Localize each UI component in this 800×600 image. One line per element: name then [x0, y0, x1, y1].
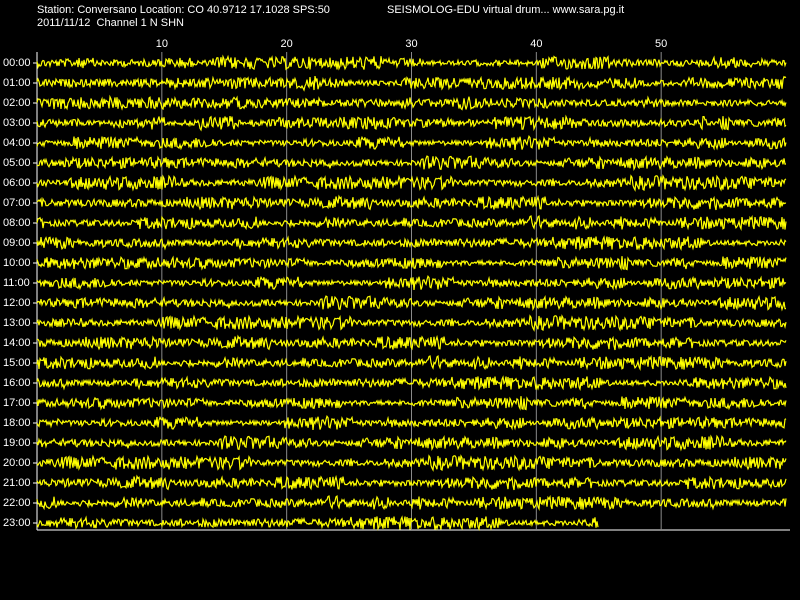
- trace: [36, 474, 787, 491]
- trace: [36, 155, 787, 172]
- row-label: 02:00: [3, 97, 31, 109]
- row-label: 00:00: [3, 57, 31, 69]
- row-label: 20:00: [3, 457, 31, 469]
- x-tick-label: 30: [405, 38, 417, 50]
- row-label: 12:00: [3, 297, 31, 309]
- row-label: 07:00: [3, 197, 31, 209]
- x-tick-label: 40: [530, 38, 542, 50]
- trace: [36, 334, 787, 351]
- row-label: 13:00: [3, 317, 31, 329]
- row-label: 04:00: [3, 137, 31, 149]
- row-label: 17:00: [3, 397, 31, 409]
- trace: [36, 434, 787, 452]
- station-info: Station: Conversano Location: CO 40.9712…: [37, 4, 330, 16]
- trace: [36, 494, 787, 512]
- trace: [36, 515, 599, 531]
- row-label: 06:00: [3, 177, 31, 189]
- row-label: 21:00: [3, 477, 31, 489]
- row-label: 08:00: [3, 217, 31, 229]
- row-label: 14:00: [3, 337, 31, 349]
- row-label: 22:00: [3, 497, 31, 509]
- trace: [36, 375, 787, 391]
- row-label: 23:00: [3, 517, 31, 529]
- trace: [36, 314, 787, 332]
- trace: [36, 415, 787, 431]
- row-label: 15:00: [3, 357, 31, 369]
- row-label: 03:00: [3, 117, 31, 129]
- source-info: SEISMOLOG-EDU virtual drum... www.sara.p…: [387, 4, 624, 16]
- x-tick-label: 20: [281, 38, 293, 50]
- trace: [36, 135, 787, 151]
- trace: [36, 354, 787, 372]
- trace: [36, 174, 787, 192]
- trace: [36, 194, 787, 211]
- trace: [36, 54, 787, 71]
- x-tick-label: 50: [655, 38, 667, 50]
- trace: [36, 275, 787, 291]
- trace: [36, 114, 787, 132]
- trace: [36, 295, 786, 312]
- trace: [36, 94, 787, 111]
- trace: [36, 235, 787, 251]
- trace: [36, 255, 787, 271]
- x-tick-label: 10: [156, 38, 168, 50]
- date-channel: 2011/11/12 Channel 1 N SHN: [37, 17, 184, 29]
- row-label: 01:00: [3, 77, 31, 89]
- trace: [36, 395, 787, 411]
- trace: [36, 454, 787, 472]
- row-label: 05:00: [3, 157, 31, 169]
- row-label: 11:00: [3, 277, 30, 289]
- row-label: 09:00: [3, 237, 31, 249]
- row-label: 19:00: [3, 437, 31, 449]
- row-label: 16:00: [3, 377, 31, 389]
- row-label: 18:00: [3, 417, 31, 429]
- row-label: 10:00: [3, 257, 31, 269]
- trace: [36, 214, 787, 232]
- trace: [36, 75, 787, 92]
